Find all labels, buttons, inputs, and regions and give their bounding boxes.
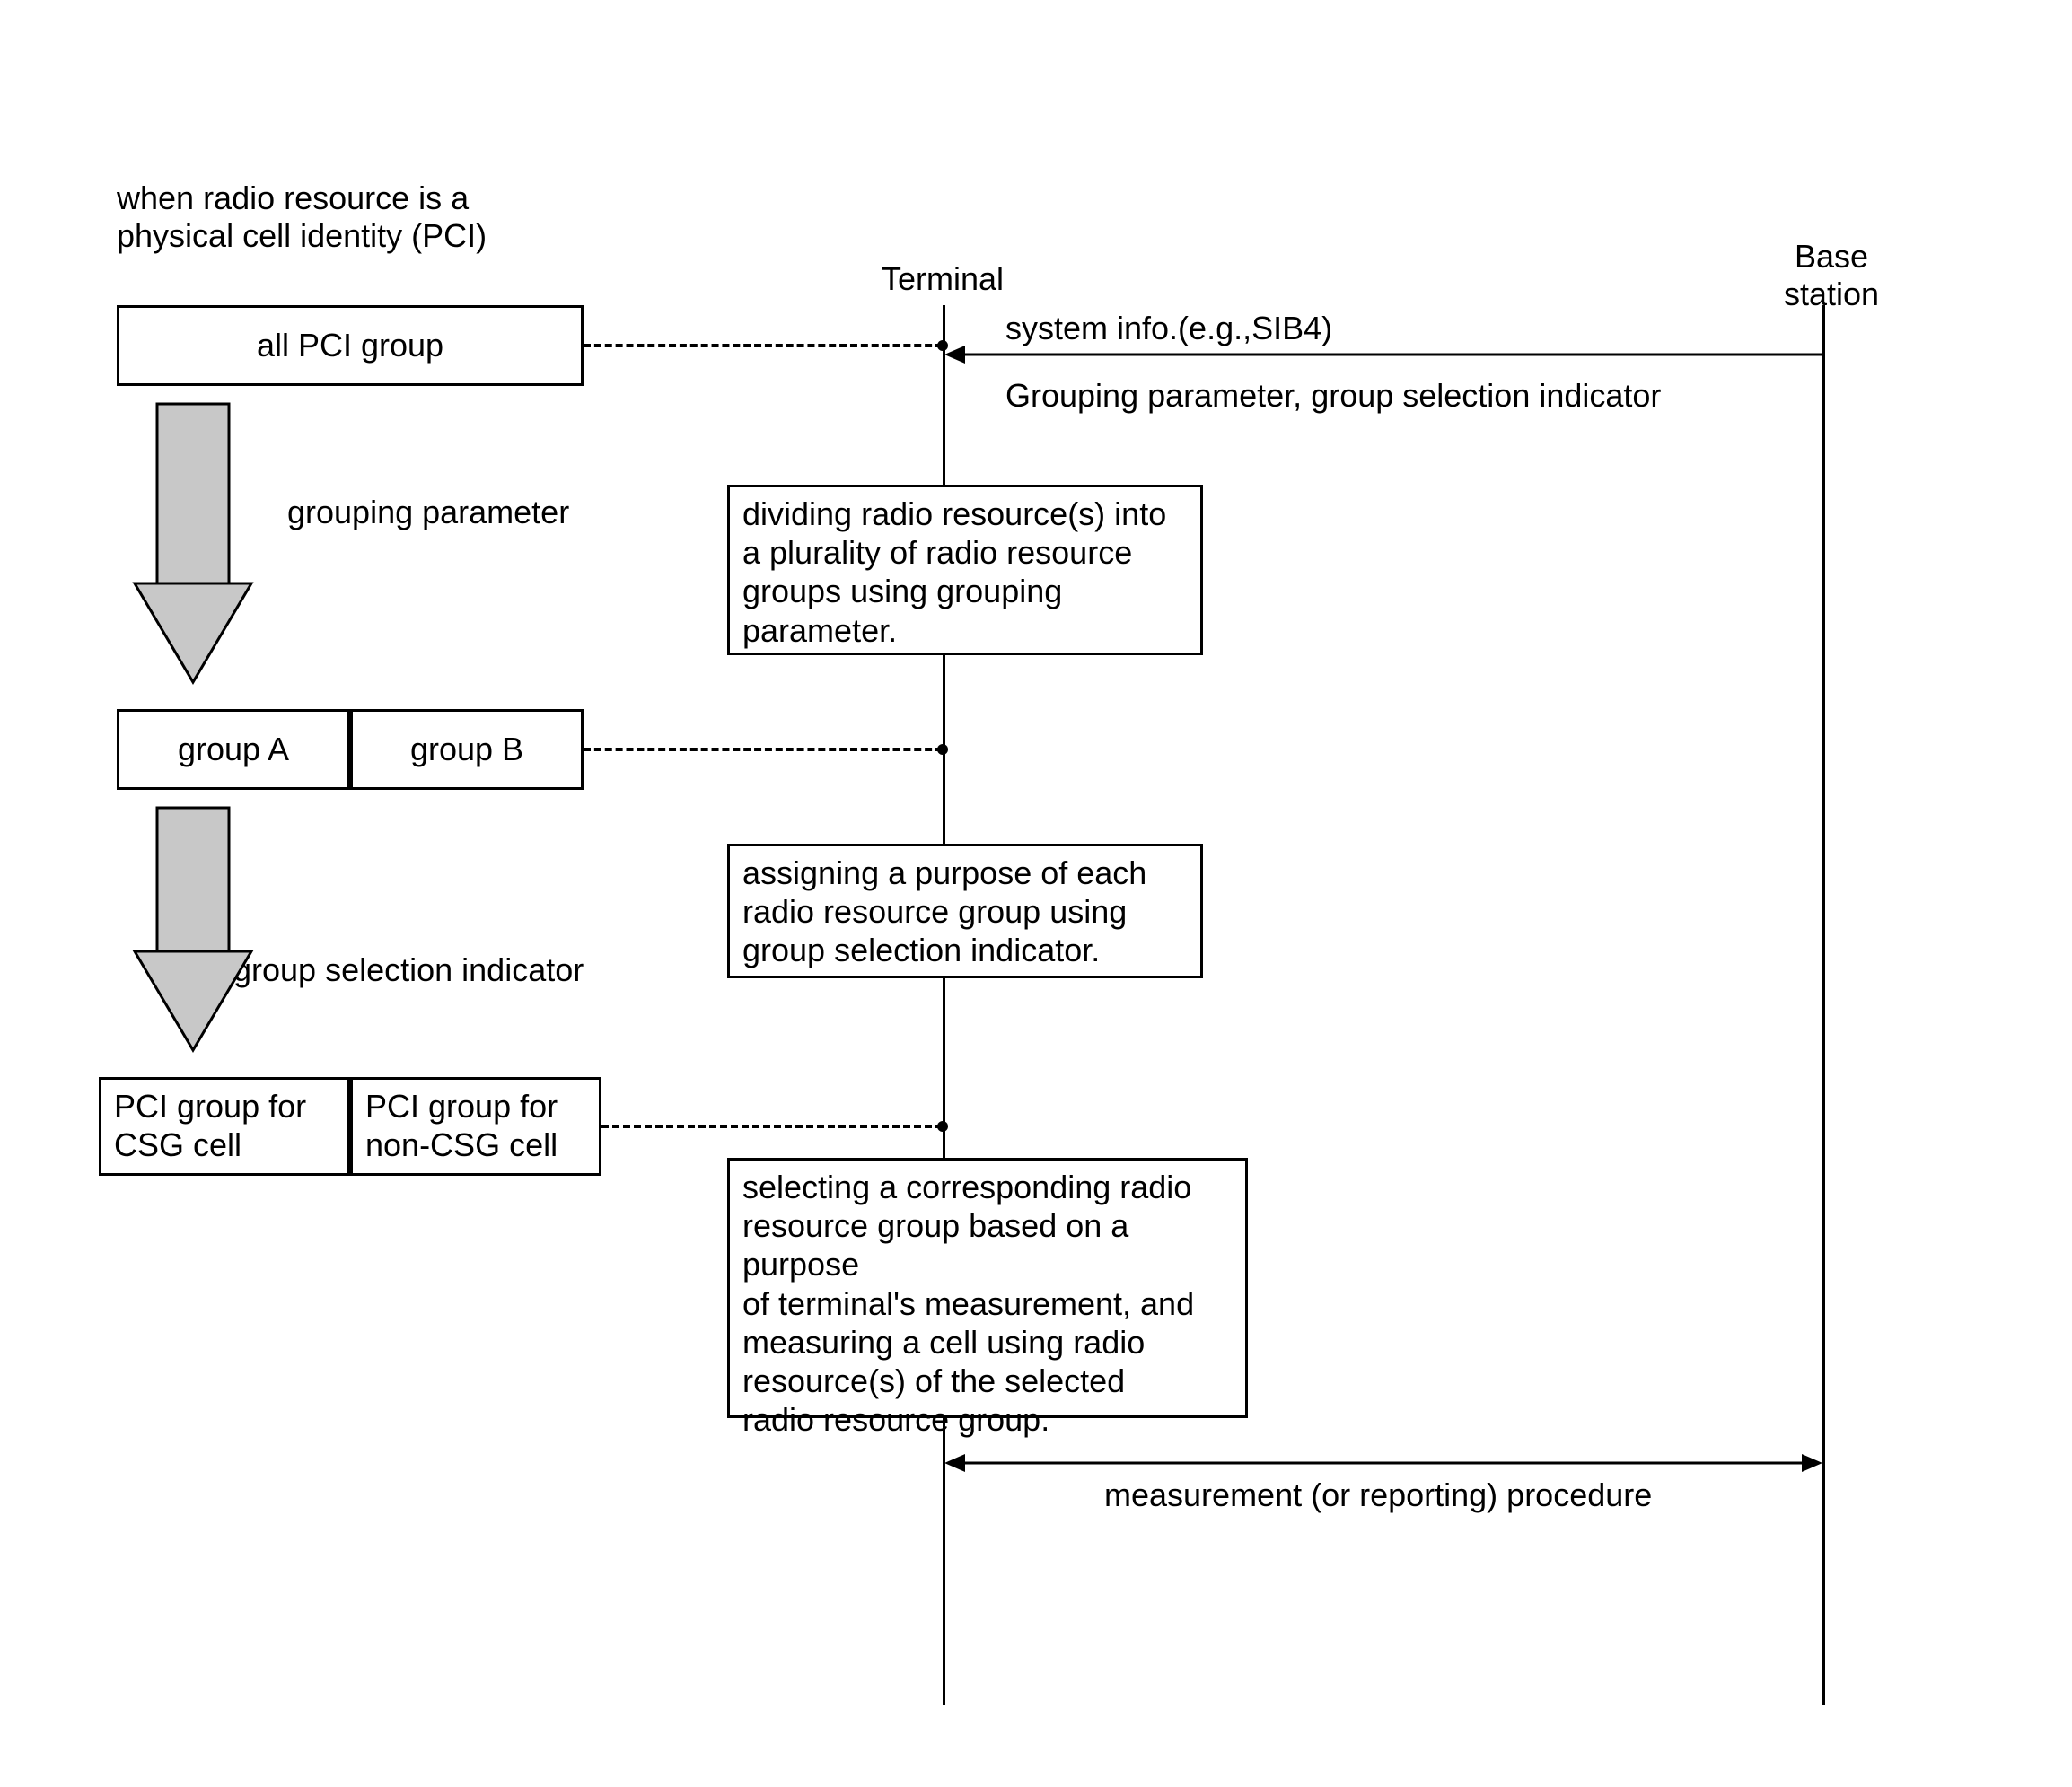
process-1-box: dividing radio resource(s) into a plural…: [727, 485, 1203, 655]
diagram-container: when radio resource is a physical cell i…: [99, 180, 1984, 1705]
thick-arrow-2: [135, 808, 251, 1050]
group-sel-label: group selection indicator: [233, 951, 584, 989]
dash-1: [584, 344, 943, 347]
dash-2: [584, 748, 943, 751]
process-3-box: selecting a corresponding radio resource…: [727, 1158, 1248, 1418]
terminal-label: Terminal: [871, 260, 1014, 298]
dot-2: [937, 744, 948, 755]
group-b-box: group B: [350, 709, 584, 790]
caption-text: when radio resource is a physical cell i…: [117, 180, 487, 255]
sysinfo-top-label: system info.(e.g.,SIB4): [1005, 310, 1332, 347]
process-2-box: assigning a purpose of each radio resour…: [727, 844, 1203, 978]
thick-arrow-1: [135, 404, 251, 682]
dot-3: [937, 1121, 948, 1132]
dash-3: [601, 1125, 943, 1128]
sysinfo-arrow: [944, 346, 1822, 364]
measurement-arrow: [944, 1454, 1822, 1472]
group-a-box: group A: [117, 709, 350, 790]
dot-1: [937, 340, 948, 351]
noncsg-box: PCI group for non-CSG cell: [350, 1077, 601, 1176]
all-pci-box: all PCI group: [117, 305, 584, 386]
grouping-param-label: grouping parameter: [287, 494, 569, 531]
csg-box: PCI group for CSG cell: [99, 1077, 350, 1176]
measurement-label: measurement (or reporting) procedure: [1104, 1476, 1652, 1514]
base-station-label: Base station: [1778, 238, 1885, 313]
sysinfo-bottom-label: Grouping parameter, group selection indi…: [1005, 377, 1661, 415]
base-station-lifeline: [1822, 305, 1825, 1705]
